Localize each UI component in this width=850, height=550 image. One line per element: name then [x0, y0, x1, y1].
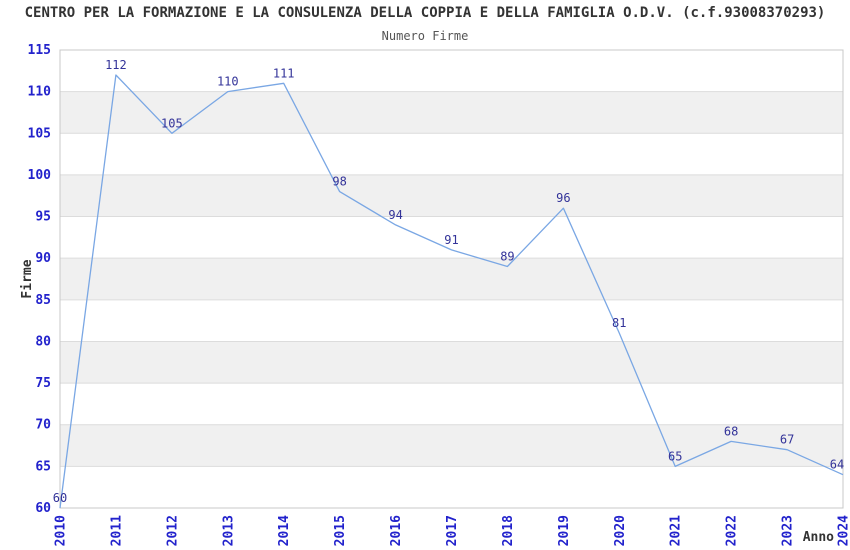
x-tick-label: 2021 [669, 515, 684, 546]
data-label: 64 [830, 458, 844, 472]
y-tick-label: 65 [35, 459, 51, 474]
data-label: 91 [444, 233, 458, 247]
y-tick-label: 70 [35, 418, 51, 433]
data-label: 89 [500, 250, 514, 264]
grid-band [60, 258, 843, 300]
y-tick-label: 60 [35, 501, 51, 516]
y-axis-title: Firme [20, 259, 35, 298]
x-tick-label: 2013 [221, 515, 236, 546]
data-label: 110 [217, 75, 239, 89]
y-tick-label: 90 [35, 251, 51, 266]
y-tick-label: 100 [28, 168, 52, 183]
grid-band [60, 174, 843, 217]
x-tick-label: 2010 [54, 515, 69, 546]
data-label: 111 [273, 66, 295, 80]
plot-border [59, 49, 844, 509]
data-label: 94 [388, 208, 402, 222]
data-label: 98 [332, 175, 346, 189]
y-tick-label: 80 [35, 334, 51, 349]
data-label: 65 [668, 449, 682, 463]
x-tick-label: 2017 [445, 515, 460, 546]
chart-title: CENTRO PER LA FORMAZIONE E LA CONSULENZA… [24, 5, 826, 21]
data-label: 60 [53, 491, 67, 505]
x-tick-label: 2014 [277, 515, 292, 546]
grid-band [60, 91, 843, 134]
x-tick-label: 2022 [725, 515, 740, 546]
x-tick-label: 2024 [837, 515, 850, 546]
x-tick-label: 2020 [613, 515, 628, 546]
data-label: 96 [556, 191, 570, 205]
y-tick-label: 85 [35, 293, 51, 308]
data-label: 105 [161, 116, 183, 130]
y-tick-label: 95 [35, 210, 51, 225]
data-label: 67 [780, 433, 794, 447]
data-label: 112 [105, 58, 127, 72]
chart-subtitle: Numero Firme [381, 29, 469, 43]
x-tick-label: 2016 [389, 515, 404, 546]
x-tick-label: 2018 [501, 515, 516, 546]
grid-band [60, 424, 843, 467]
x-tick-label: 2011 [109, 515, 124, 546]
x-tick-label: 2019 [557, 515, 572, 546]
data-label: 68 [724, 424, 738, 438]
y-tick-label: 75 [35, 376, 51, 391]
x-tick-label: 2012 [165, 515, 180, 546]
y-tick-label: 105 [28, 126, 51, 141]
y-tick-label: 115 [28, 43, 51, 58]
x-tick-label: 2015 [333, 515, 348, 546]
data-label: 81 [612, 316, 626, 330]
x-axis-title: Anno [803, 530, 834, 545]
x-tick-label: 2023 [781, 515, 796, 546]
grid-band [60, 341, 843, 384]
y-tick-label: 110 [28, 85, 52, 100]
series-line [59, 74, 844, 509]
